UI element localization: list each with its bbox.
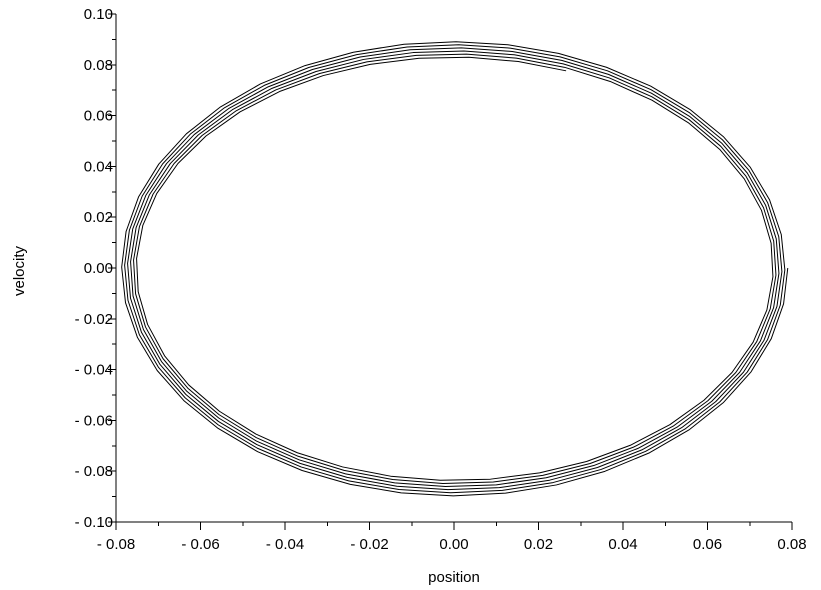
x-tick-label: 0.04 [608, 536, 637, 553]
x-tick-label: 0.06 [693, 536, 722, 553]
x-tick-label: 0.00 [439, 536, 468, 553]
y-tick-label: - 0.08 [75, 463, 113, 480]
trajectory-line [121, 41, 789, 497]
x-tick-label: - 0.02 [350, 536, 388, 553]
y-axis-title: velocity [11, 245, 28, 296]
y-axis: - 0.10 - 0.08 - 0.06 - 0.04 - 0.02 0.00 0.02 0.… [75, 6, 117, 531]
y-tick-label: - 0.02 [75, 311, 113, 328]
x-tick-label: 0.02 [524, 536, 553, 553]
x-tick-label: - 0.06 [181, 536, 219, 553]
x-tick-label: 0.08 [777, 536, 806, 553]
x-axis: - 0.08 - 0.06 - 0.04 - 0.02 0.00 0.02 0.04 0.06… [97, 521, 807, 553]
y-tick-label: - 0.10 [75, 514, 113, 531]
y-tick-label: 0.08 [84, 57, 113, 74]
plot-area [121, 41, 789, 497]
x-tick-label: - 0.08 [97, 536, 135, 553]
x-tick-label: - 0.04 [266, 536, 304, 553]
y-tick-label: 0.00 [84, 260, 113, 277]
y-tick-label: - 0.04 [75, 362, 113, 379]
x-axis-title: position [428, 569, 480, 586]
y-tick-label: 0.02 [84, 209, 113, 226]
y-tick-label: 0.06 [84, 108, 113, 125]
y-tick-label: 0.04 [84, 158, 113, 175]
y-tick-label: 0.10 [84, 6, 113, 23]
y-tick-label: - 0.06 [75, 412, 113, 429]
